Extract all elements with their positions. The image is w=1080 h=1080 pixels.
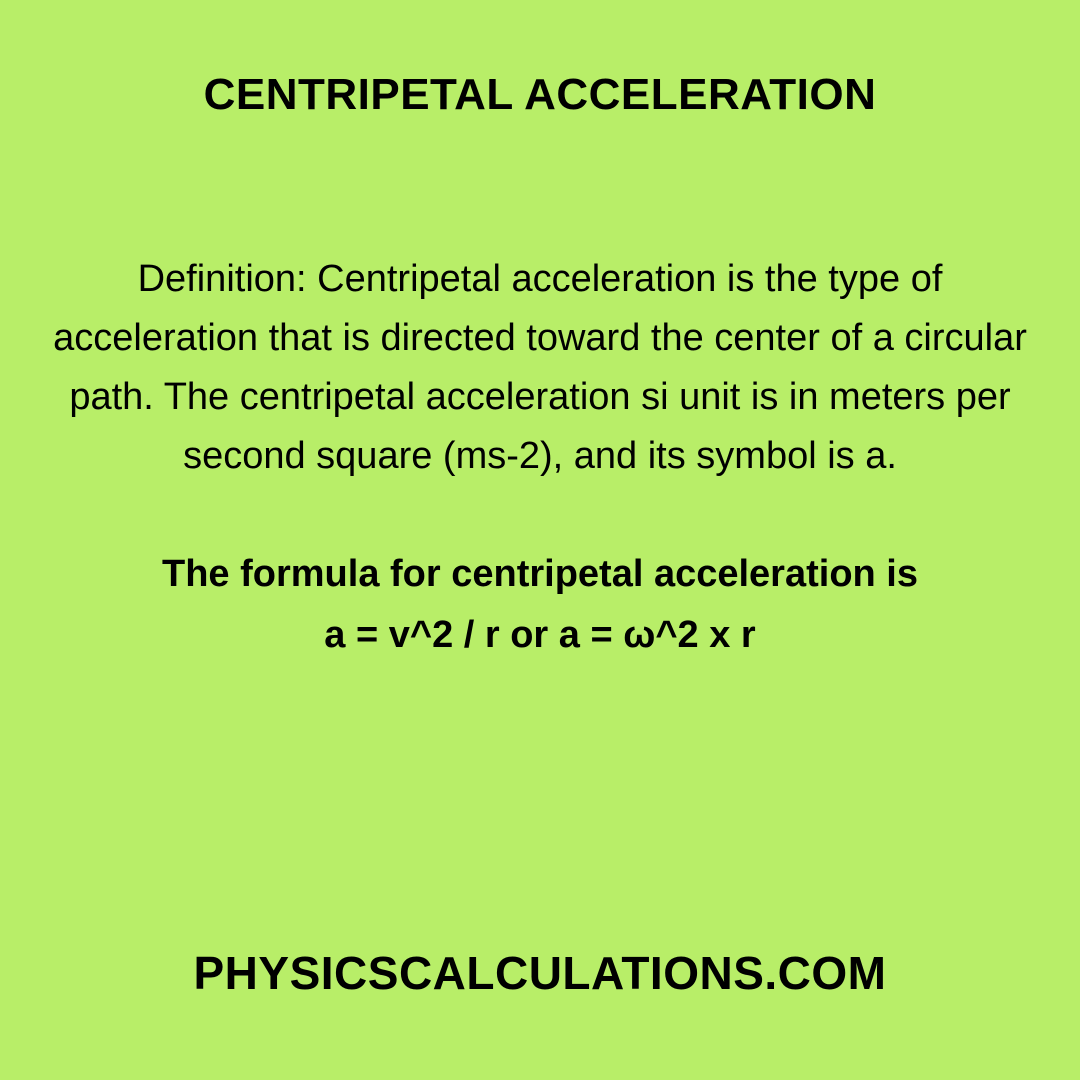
info-card: CENTRIPETAL ACCELERATION Definition: Cen… — [0, 0, 1080, 1080]
formula-intro-text: The formula for centripetal acceleration… — [162, 546, 918, 603]
definition-text: Definition: Centripetal acceleration is … — [30, 250, 1050, 486]
footer-text: PHYSICSCALCULATIONS.COM — [194, 946, 887, 1000]
formula-text: a = v^2 / r or a = ω^2 x r — [324, 607, 755, 664]
card-title: CENTRIPETAL ACCELERATION — [204, 70, 877, 120]
